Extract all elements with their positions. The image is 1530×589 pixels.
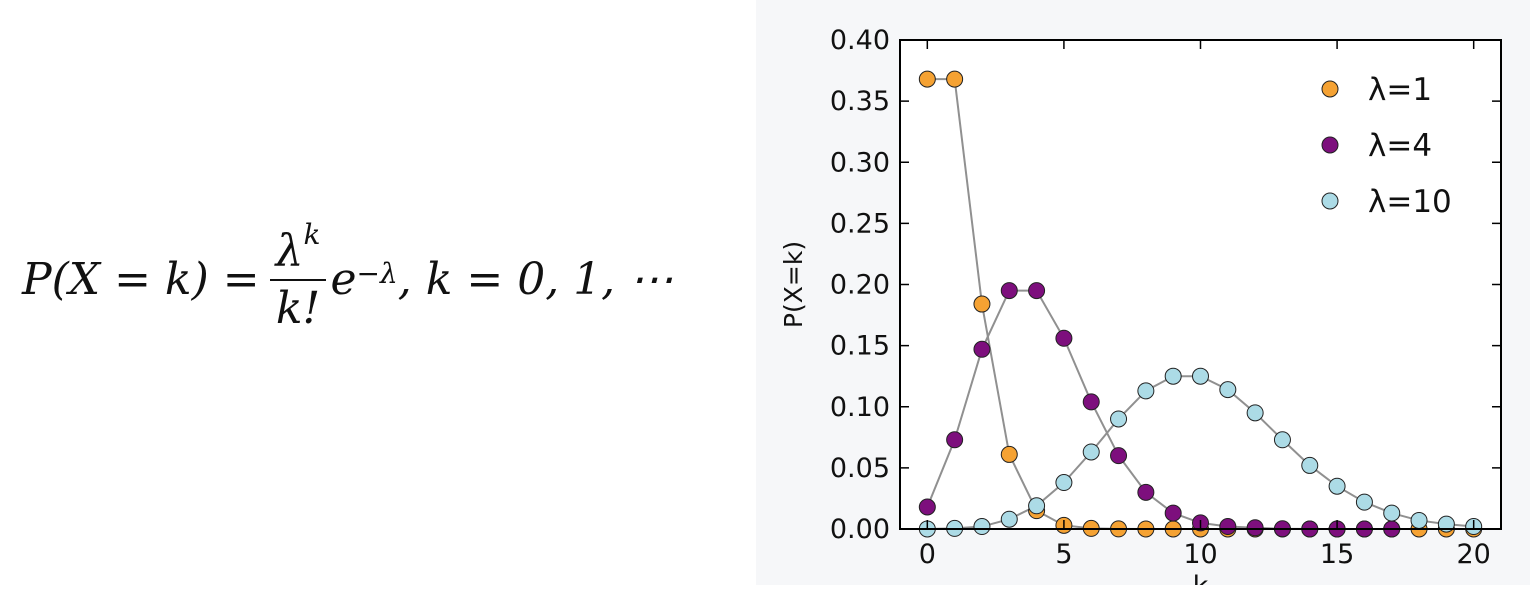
y-tick-label: 0.35 <box>830 86 890 117</box>
y-tick-label: 0.30 <box>830 147 890 178</box>
formula-lambda: λ <box>275 225 304 277</box>
legend-label-1: λ=4 <box>1368 128 1432 164</box>
data-point-series1-k9 <box>1164 504 1182 522</box>
data-point-series1-k7 <box>1110 447 1128 465</box>
data-point-series1-k1 <box>946 431 964 449</box>
y-tick-label: 0.15 <box>830 331 890 362</box>
data-point-series2-k13 <box>1273 431 1291 449</box>
data-point-series1-k6 <box>1082 393 1100 411</box>
chart-panel: 0.00 0.05 0.10 0.15 0.20 0.25 0.30 0.35 0.40 0 5 10… <box>756 0 1530 589</box>
x-tick-label: 20 <box>1457 539 1491 570</box>
data-point-series2-k11 <box>1219 381 1237 399</box>
y-tick-label: 0.40 <box>830 25 890 56</box>
y-tick-label: 0.05 <box>830 453 890 484</box>
data-point-series1-k5 <box>1055 329 1073 347</box>
data-point-series2-k16 <box>1355 493 1373 511</box>
data-point-series1-k12 <box>1246 519 1264 537</box>
formula-lhs: P(X = k) = <box>22 253 260 305</box>
legend-label-2: λ=10 <box>1368 184 1452 220</box>
data-point-series2-k10 <box>1192 367 1209 385</box>
y-tick-label: 0.00 <box>830 514 890 545</box>
data-point-series2-k6 <box>1082 443 1100 461</box>
data-point-series0-k3 <box>1000 445 1018 463</box>
legend-marker-0 <box>1321 80 1339 98</box>
poisson-pmf-chart: 0.00 0.05 0.10 0.15 0.20 0.25 0.30 0.35 0.40 0 5 10… <box>779 25 1502 589</box>
formula-numerator-exponent: k <box>303 217 321 251</box>
y-axis-label: P(X=k) <box>779 241 808 328</box>
legend-marker-2 <box>1321 192 1339 210</box>
data-point-series2-k9 <box>1164 367 1182 385</box>
data-point-series0-k2 <box>973 295 991 313</box>
data-point-series2-k12 <box>1246 404 1264 422</box>
data-point-series1-k4 <box>1028 282 1046 300</box>
data-point-series2-k17 <box>1383 504 1401 522</box>
data-point-series2-k18 <box>1410 511 1428 529</box>
x-tick-label: 0 <box>919 539 936 570</box>
x-tick-label: 5 <box>1055 539 1072 570</box>
formula-e-exponent: −λ <box>356 256 398 290</box>
x-tick-label: 15 <box>1320 539 1354 570</box>
data-point-series0-k1 <box>946 70 964 88</box>
formula-fraction: λk k! <box>269 220 327 335</box>
data-point-series1-k3 <box>1000 282 1018 300</box>
legend-label-0: λ=1 <box>1368 72 1432 108</box>
data-point-series2-k7 <box>1110 410 1128 428</box>
formula-tail: , k = 0, 1, ⋯ <box>397 253 674 305</box>
data-point-series0-k0 <box>918 70 936 88</box>
poisson-formula: P(X = k) = λk k! e −λ , k = 0, 1, ⋯ <box>22 214 742 344</box>
data-point-series2-k4 <box>1028 497 1046 515</box>
y-tick-label: 0.10 <box>830 392 890 423</box>
plot-area <box>900 40 1501 529</box>
data-point-series1-k0 <box>918 498 936 516</box>
data-point-series2-k15 <box>1328 477 1346 495</box>
formula-numerator: λk <box>269 220 327 282</box>
data-point-series2-k5 <box>1055 474 1073 492</box>
data-point-series2-k2 <box>973 518 991 536</box>
data-point-series2-k3 <box>1000 510 1018 528</box>
data-point-series1-k2 <box>973 340 991 358</box>
x-axis-label: k <box>1193 571 1209 585</box>
data-point-series1-k11 <box>1219 518 1237 536</box>
data-point-series2-k8 <box>1137 382 1155 400</box>
formula-e: e <box>330 253 357 305</box>
formula-denominator: k! <box>275 283 321 335</box>
data-point-series2-k14 <box>1301 456 1319 474</box>
data-point-series1-k8 <box>1137 483 1155 501</box>
legend-marker-1 <box>1321 136 1339 154</box>
x-tick-label: 10 <box>1183 539 1217 570</box>
y-tick-label: 0.25 <box>830 208 890 239</box>
y-tick-label: 0.20 <box>830 270 890 301</box>
